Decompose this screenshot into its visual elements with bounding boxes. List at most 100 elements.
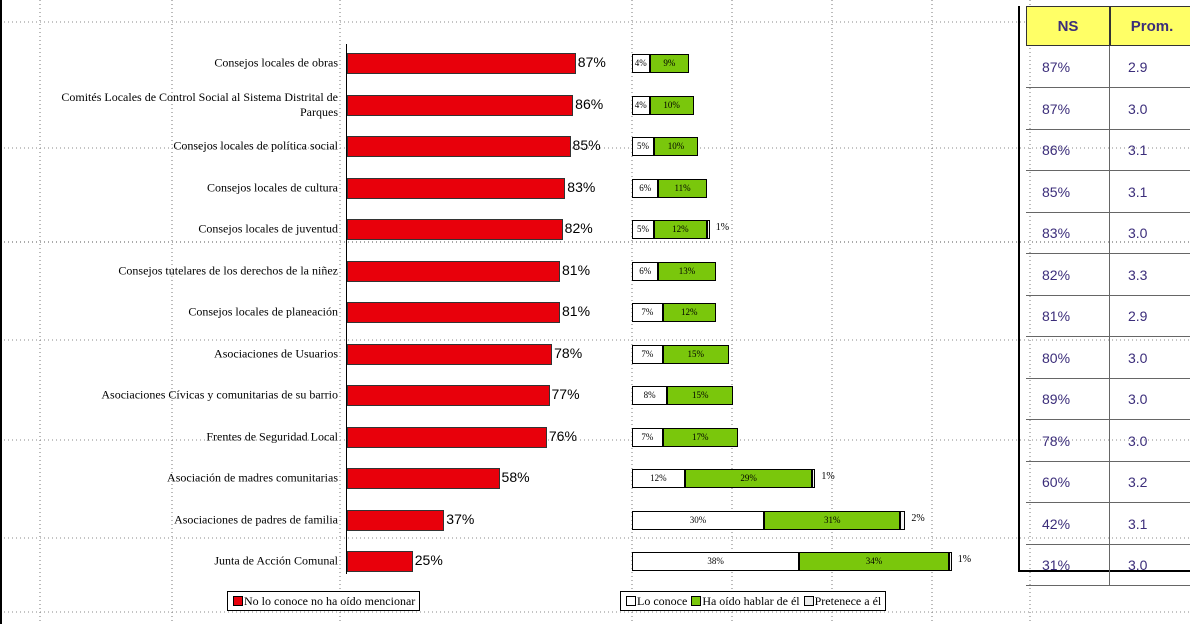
segment-lo-conoce: 30% (632, 510, 764, 530)
category-label: Asociaciones Cívicas y comunitarias de s… (101, 387, 338, 402)
bar-no-conoce (347, 177, 566, 199)
table-header-prom: Prom. (1110, 6, 1190, 46)
table-cell-prom: 3.1 (1110, 503, 1190, 545)
segment-ha-oido: 34% (799, 552, 949, 571)
category-label: Asociaciones de padres de familia (174, 512, 338, 526)
bar-no-conoce (347, 94, 574, 116)
legend-swatch-no-conoce (233, 596, 243, 606)
table-cell-prom: 3.0 (1110, 88, 1190, 130)
segment-lo-conoce: 7% (632, 344, 663, 364)
table-cell-prom: 3.0 (1110, 420, 1190, 462)
table-header-ns: NS (1026, 6, 1110, 46)
legend-swatch-ha-oido (691, 596, 702, 606)
segment-lo-conoce: 38% (632, 552, 800, 571)
segment-lo-conoce: 8% (632, 386, 668, 405)
legend-label-pertenece: Pretenece a él (814, 594, 882, 608)
table-cell-prom: 3.2 (1110, 461, 1190, 503)
segment-ha-oido: 31% (764, 510, 901, 530)
table-cell-ns: 85% (1026, 170, 1110, 213)
table-cell-ns: 89% (1026, 378, 1110, 420)
segment-ha-oido: 12% (654, 220, 707, 239)
segment-lo-conoce: 5% (632, 137, 654, 156)
bar-no-conoce (347, 343, 553, 365)
data-label-no-conoce: 81% (562, 261, 591, 278)
data-label-no-conoce: 58% (501, 469, 530, 485)
segment-lo-conoce: 12% (632, 469, 685, 488)
table-cell-ns: 83% (1026, 212, 1110, 254)
bar-no-conoce (347, 426, 547, 448)
segment-ha-oido: 17% (662, 427, 738, 447)
data-label-no-conoce: 77% (551, 386, 580, 402)
table-cell-ns: 87% (1026, 46, 1110, 88)
segment-pertenece (812, 469, 816, 488)
category-label: Consejos locales de política social (173, 138, 338, 153)
category-label: Asociaciones de Usuarios (214, 346, 338, 360)
table-cell-ns: 42% (1026, 502, 1110, 545)
segment-ha-oido: 13% (658, 261, 716, 281)
table-cell-ns: 87% (1026, 87, 1110, 130)
bar-no-conoce (347, 53, 576, 74)
segment-lo-conoce: 4% (632, 95, 650, 115)
data-label-no-conoce: 86% (575, 95, 604, 112)
table-cell-prom: 3.1 (1110, 171, 1190, 213)
table-cell-ns: 78% (1026, 419, 1110, 462)
data-label-no-conoce: 82% (564, 220, 593, 236)
segment-ha-oido: 10% (649, 95, 694, 115)
bar-no-conoce (347, 385, 550, 406)
bar-no-conoce (347, 551, 413, 572)
segment-lo-conoce: 7% (632, 303, 663, 322)
data-label-pertenece: 1% (821, 471, 835, 482)
bar-no-conoce (347, 260, 561, 282)
table-cell-prom: 3.0 (1110, 544, 1190, 586)
segment-ha-oido: 29% (684, 469, 813, 488)
segment-ha-oido: 9% (649, 54, 690, 73)
left-border (0, 0, 2, 624)
table-cell-prom: 3.0 (1110, 378, 1190, 420)
table-cell-ns: 82% (1026, 253, 1110, 296)
segment-lo-conoce: 7% (632, 427, 663, 447)
data-label-no-conoce: 85% (572, 137, 601, 153)
data-label-pertenece: 2% (911, 512, 925, 524)
data-label-no-conoce: 25% (414, 552, 443, 568)
data-label-no-conoce: 87% (577, 54, 606, 70)
legend-left: No lo conoce no ha oído mencionar (227, 591, 421, 611)
data-label-no-conoce: 83% (567, 178, 596, 195)
category-label: Frentes de Seguridad Local (206, 429, 338, 443)
segment-lo-conoce: 6% (632, 178, 659, 198)
legend-label-lo-conoce: Lo conoce (637, 594, 688, 608)
bar-no-conoce (347, 219, 563, 240)
category-label: Consejos locales de juventud (198, 221, 338, 236)
segment-ha-oido: 12% (662, 303, 716, 322)
segment-pertenece (948, 552, 952, 571)
legend-label-no-conoce: No lo conoce no ha oído mencionar (244, 594, 416, 608)
table-cell-ns: 86% (1026, 129, 1110, 171)
data-label-no-conoce: 76% (548, 427, 577, 444)
category-label: Consejos locales de planeación (188, 304, 338, 319)
segment-lo-conoce: 5% (632, 220, 654, 239)
data-label-no-conoce: 37% (446, 510, 475, 527)
table-cell-ns: 60% (1026, 461, 1110, 503)
bar-no-conoce (347, 509, 445, 531)
category-label: Consejos tutelares de los derechos de la… (118, 263, 338, 277)
segment-lo-conoce: 6% (632, 261, 659, 281)
bar-no-conoce (347, 468, 500, 489)
category-label: Comités Locales de Control Social al Sis… (61, 89, 338, 119)
data-label-no-conoce: 81% (562, 303, 591, 319)
category-label: Consejos locales de cultura (207, 180, 338, 194)
table-cell-prom: 3.0 (1110, 212, 1190, 254)
data-label-pertenece: 1% (957, 554, 972, 565)
segment-ha-oido: 15% (667, 386, 734, 405)
table-cell-prom: 2.9 (1110, 295, 1190, 337)
table-cell-prom: 2.9 (1110, 46, 1190, 88)
data-label-pertenece: 1% (715, 222, 730, 233)
segment-pertenece (900, 510, 906, 530)
segment-pertenece (706, 220, 710, 239)
segment-ha-oido: 10% (654, 137, 698, 156)
segment-lo-conoce: 4% (632, 54, 650, 73)
segment-ha-oido: 11% (658, 178, 707, 198)
segment-ha-oido: 15% (662, 344, 729, 364)
table-cell-prom: 3.0 (1110, 337, 1190, 379)
category-label: Consejos locales de obras (214, 55, 338, 70)
category-label: Asociación de madres comunitarias (167, 470, 338, 485)
table-cell-ns: 81% (1026, 295, 1110, 337)
